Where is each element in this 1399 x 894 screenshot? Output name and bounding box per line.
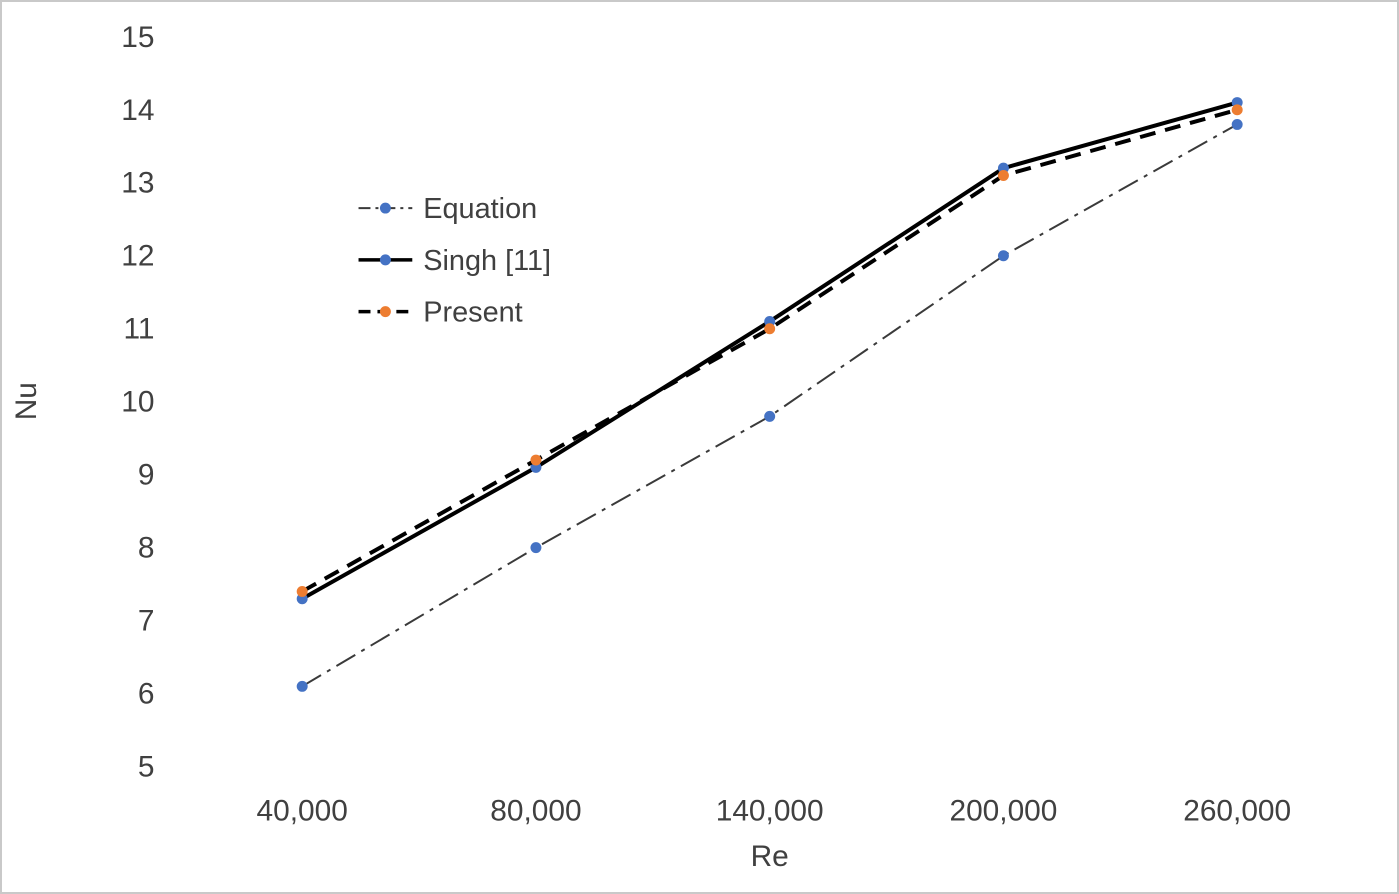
plot-area: 5 6 7 8 9 10 11 12 13 14 15 40,000 80,000 140,000 200,… <box>121 21 1291 828</box>
y-tick-label: 14 <box>121 94 154 127</box>
x-axis-title: Re <box>751 840 789 873</box>
x-tick-label: 200,000 <box>949 794 1057 827</box>
legend-label: Equation <box>423 193 537 225</box>
y-tick-label: 15 <box>121 21 154 54</box>
data-point-marker <box>997 170 1009 181</box>
series-line <box>301 100 1238 601</box>
y-tick-label: 11 <box>123 313 154 346</box>
data-point-marker <box>296 585 308 597</box>
y-tick-label: 12 <box>121 240 154 273</box>
data-point-marker <box>764 323 776 335</box>
data-point-marker <box>530 454 542 466</box>
y-tick-label: 13 <box>121 167 154 200</box>
data-point-marker <box>1231 118 1243 130</box>
legend-item: Singh [11] <box>358 245 551 277</box>
x-tick-label: 40,000 <box>257 794 348 827</box>
y-tick-label: 8 <box>138 532 155 565</box>
data-point-marker <box>296 680 308 692</box>
y-tick-label: 6 <box>138 678 155 711</box>
y-tick-label: 7 <box>138 605 155 638</box>
legend-label: Singh [11] <box>423 245 551 277</box>
series-singh-11 <box>296 97 1243 605</box>
legend: Equation Singh [11] Present <box>358 193 551 329</box>
legend-marker <box>379 254 391 266</box>
series-present <box>296 104 1243 597</box>
legend-item: Present <box>358 297 523 329</box>
data-point-marker <box>764 410 776 422</box>
data-point-marker <box>997 250 1009 262</box>
legend-marker <box>379 202 391 214</box>
x-tick-label: 260,000 <box>1183 794 1291 827</box>
legend-item: Equation <box>358 193 537 225</box>
x-tick-label: 80,000 <box>490 794 581 827</box>
y-axis-title: Nu <box>10 382 43 420</box>
series-equation <box>296 118 1243 692</box>
data-point-marker <box>530 542 542 554</box>
data-point-marker <box>1231 104 1243 116</box>
legend-marker <box>379 306 391 318</box>
legend-label: Present <box>423 297 522 329</box>
x-tick-label: 140,000 <box>716 794 824 827</box>
y-tick-label: 5 <box>138 751 155 784</box>
y-tick-label: 10 <box>121 386 154 419</box>
y-tick-label: 9 <box>138 459 155 492</box>
